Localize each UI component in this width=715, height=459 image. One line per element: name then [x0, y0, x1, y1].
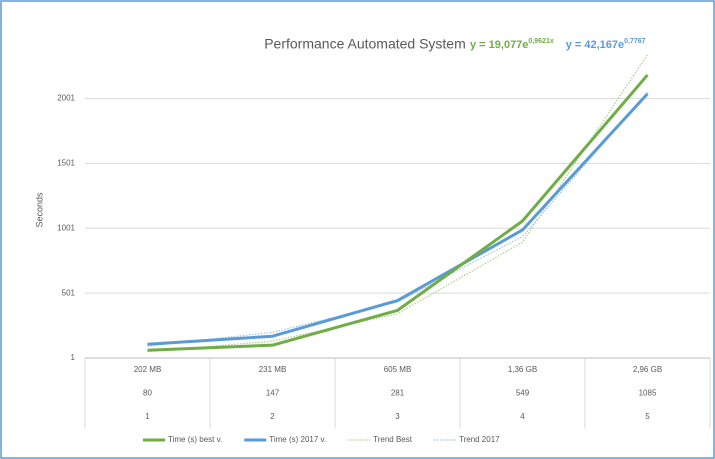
x-tick-label: 231 MB — [259, 365, 287, 374]
x-tick-label: 605 MB — [384, 365, 412, 374]
x-tick-label: 147 — [266, 388, 280, 397]
y-tick-label: 1501 — [57, 159, 75, 168]
y-tick-label: 1001 — [57, 223, 75, 232]
y-axis-label: Seconds — [34, 192, 44, 228]
x-tick-label: 549 — [516, 388, 530, 397]
x-tick-label: 1 — [145, 412, 150, 421]
series-line — [147, 73, 649, 352]
equation: y = 42,167e0,7767 — [566, 38, 646, 51]
x-tick-label: 1085 — [639, 388, 657, 397]
x-tick-label: 80 — [143, 388, 152, 397]
x-tick-label: 1,36 GB — [508, 365, 537, 374]
x-tick-label: 202 MB — [134, 365, 162, 374]
x-tick-label: 3 — [395, 412, 400, 421]
equation-exponent: 0,9621x — [528, 38, 553, 45]
legend-label: Trend 2017 — [459, 435, 500, 444]
legend-label: Time (s) best v. — [168, 435, 222, 444]
equation: y = 19,077e0,9621x — [470, 38, 554, 51]
legend-label: Trend Best — [373, 435, 413, 444]
equation-base: y = 19,077e — [470, 39, 528, 51]
equation-base: y = 42,167e — [566, 39, 624, 51]
trend-line — [147, 91, 648, 347]
x-tick-label: 281 — [391, 388, 405, 397]
x-tick-label: 5 — [645, 412, 650, 421]
x-tick-label: 2 — [270, 412, 275, 421]
x-tick-label: 4 — [520, 412, 525, 421]
y-tick-label: 1 — [71, 353, 76, 362]
equation-exponent: 0,7767 — [624, 38, 646, 45]
y-tick-label: 2001 — [57, 94, 75, 103]
trend-line — [147, 54, 648, 353]
y-tick-label: 501 — [62, 288, 76, 297]
chart-title: Performance Automated System — [264, 36, 466, 52]
x-tick-label: 2,96 GB — [633, 365, 662, 374]
series-line — [147, 92, 649, 346]
legend-label: Time (s) 2017 v. — [269, 435, 326, 444]
